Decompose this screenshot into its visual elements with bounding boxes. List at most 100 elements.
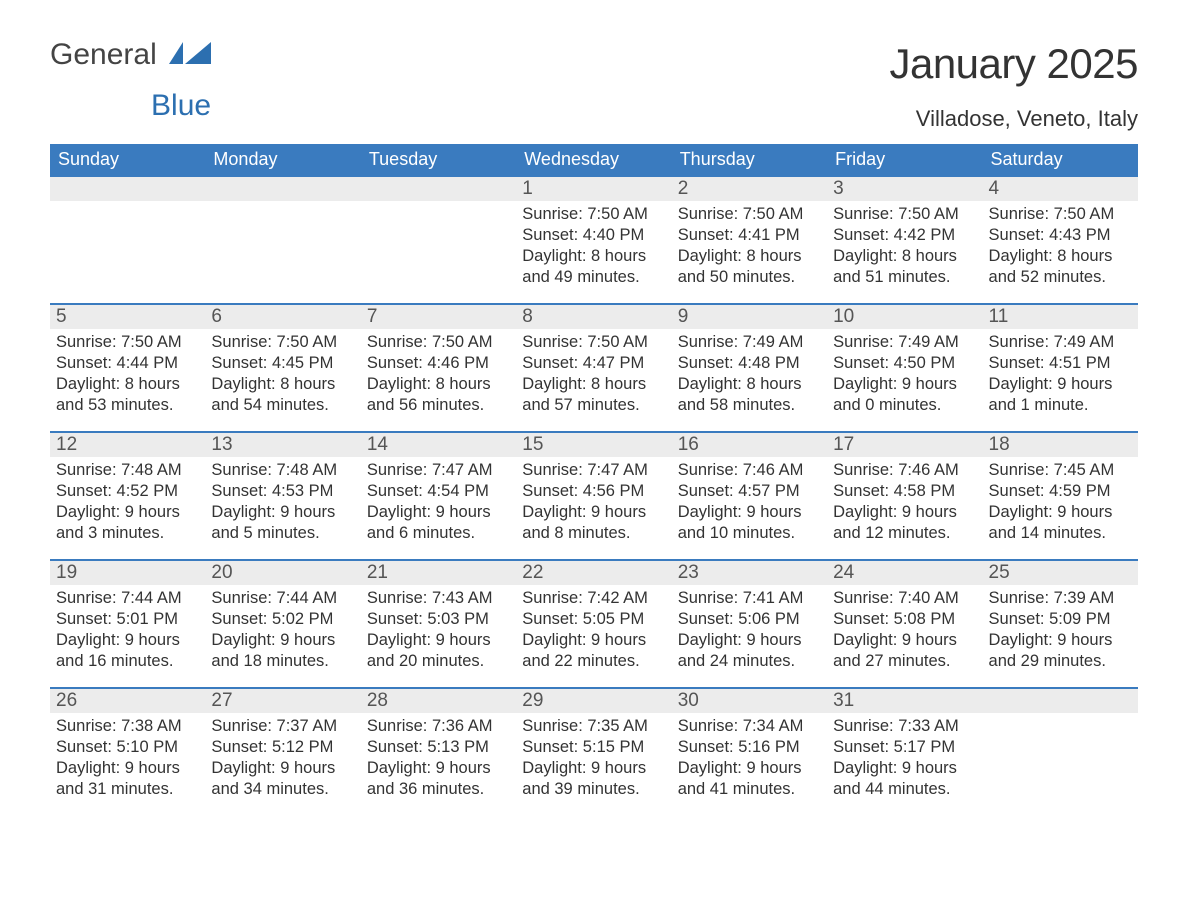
day-number: 5 [50,303,205,329]
calendar-day-cell: 23Sunrise: 7:41 AMSunset: 5:06 PMDayligh… [672,559,827,687]
page-header: General Blue January 2025 Villadose, Ven… [50,40,1138,132]
day-number: 12 [50,431,205,457]
day-detail-line: Sunrise: 7:50 AM [678,204,821,225]
day-detail-line: Daylight: 8 hours [678,246,821,267]
day-number: 23 [672,559,827,585]
day-details: Sunrise: 7:46 AMSunset: 4:58 PMDaylight:… [827,457,982,544]
day-detail-line: Daylight: 9 hours [833,374,976,395]
day-number: 4 [983,175,1138,201]
day-detail-line: Sunrise: 7:34 AM [678,716,821,737]
day-details: Sunrise: 7:50 AMSunset: 4:45 PMDaylight:… [205,329,360,416]
calendar-day-cell [50,175,205,303]
day-detail-line: and 14 minutes. [989,523,1132,544]
day-number: 8 [516,303,671,329]
day-detail-line: Daylight: 8 hours [678,374,821,395]
day-detail-line: and 50 minutes. [678,267,821,288]
day-number: 31 [827,687,982,713]
day-detail-line: Sunset: 5:17 PM [833,737,976,758]
day-detail-line: and 44 minutes. [833,779,976,800]
calendar-day-cell: 25Sunrise: 7:39 AMSunset: 5:09 PMDayligh… [983,559,1138,687]
day-details: Sunrise: 7:46 AMSunset: 4:57 PMDaylight:… [672,457,827,544]
day-details [361,201,516,204]
day-detail-line: Sunrise: 7:49 AM [989,332,1132,353]
calendar-day-cell: 21Sunrise: 7:43 AMSunset: 5:03 PMDayligh… [361,559,516,687]
day-number: 27 [205,687,360,713]
day-detail-line: Sunrise: 7:33 AM [833,716,976,737]
calendar-day-cell: 3 Sunrise: 7:50 AMSunset: 4:42 PMDaylight… [827,175,982,303]
logo-flag-icon [169,40,211,70]
calendar-day-cell: 31Sunrise: 7:33 AMSunset: 5:17 PMDayligh… [827,687,982,815]
day-detail-line: Sunset: 4:46 PM [367,353,510,374]
day-details: Sunrise: 7:35 AMSunset: 5:15 PMDaylight:… [516,713,671,800]
day-detail-line: and 51 minutes. [833,267,976,288]
day-detail-line: Sunrise: 7:44 AM [211,588,354,609]
day-number [983,687,1138,713]
day-detail-line: and 27 minutes. [833,651,976,672]
day-detail-line: and 31 minutes. [56,779,199,800]
day-detail-line: Daylight: 8 hours [211,374,354,395]
day-detail-line: and 39 minutes. [522,779,665,800]
day-detail-line: and 16 minutes. [56,651,199,672]
day-detail-line: and 10 minutes. [678,523,821,544]
day-detail-line: Sunset: 4:53 PM [211,481,354,502]
day-details: Sunrise: 7:50 AMSunset: 4:44 PMDaylight:… [50,329,205,416]
day-detail-line: Daylight: 9 hours [989,374,1132,395]
weekday-header: Tuesday [361,144,516,175]
calendar-week-row: 12Sunrise: 7:48 AMSunset: 4:52 PMDayligh… [50,431,1138,559]
day-detail-line: and 12 minutes. [833,523,976,544]
day-detail-line: Sunrise: 7:46 AM [678,460,821,481]
day-detail-line: Sunset: 4:59 PM [989,481,1132,502]
day-number: 3 [827,175,982,201]
day-detail-line: and 52 minutes. [989,267,1132,288]
weekday-header: Friday [827,144,982,175]
day-detail-line: Daylight: 8 hours [833,246,976,267]
day-detail-line: Daylight: 9 hours [56,502,199,523]
day-detail-line: Sunrise: 7:50 AM [56,332,199,353]
calendar-day-cell: 12Sunrise: 7:48 AMSunset: 4:52 PMDayligh… [50,431,205,559]
calendar-header-row: SundayMondayTuesdayWednesdayThursdayFrid… [50,144,1138,175]
day-detail-line: Sunrise: 7:50 AM [367,332,510,353]
calendar-day-cell: 26Sunrise: 7:38 AMSunset: 5:10 PMDayligh… [50,687,205,815]
day-detail-line: Sunset: 4:43 PM [989,225,1132,246]
logo-word-2: Blue [50,91,211,121]
calendar-day-cell: 15Sunrise: 7:47 AMSunset: 4:56 PMDayligh… [516,431,671,559]
day-details: Sunrise: 7:43 AMSunset: 5:03 PMDaylight:… [361,585,516,672]
weekday-header: Monday [205,144,360,175]
day-number [361,175,516,201]
calendar-day-cell: 4Sunrise: 7:50 AMSunset: 4:43 PMDaylight… [983,175,1138,303]
day-details: Sunrise: 7:41 AMSunset: 5:06 PMDaylight:… [672,585,827,672]
calendar-day-cell: 9Sunrise: 7:49 AMSunset: 4:48 PMDaylight… [672,303,827,431]
day-detail-line: Daylight: 9 hours [367,758,510,779]
day-details: Sunrise: 7:36 AMSunset: 5:13 PMDaylight:… [361,713,516,800]
day-detail-line: Daylight: 9 hours [989,630,1132,651]
day-detail-line: Sunrise: 7:49 AM [833,332,976,353]
day-detail-line: Sunset: 5:06 PM [678,609,821,630]
logo-word-1: General [50,38,157,71]
calendar-day-cell: 24Sunrise: 7:40 AMSunset: 5:08 PMDayligh… [827,559,982,687]
day-detail-line: Sunrise: 7:48 AM [56,460,199,481]
day-detail-line: Daylight: 9 hours [522,758,665,779]
day-number: 24 [827,559,982,585]
day-detail-line: Sunrise: 7:50 AM [833,204,976,225]
day-detail-line: Sunset: 4:42 PM [833,225,976,246]
day-detail-line: Sunset: 5:09 PM [989,609,1132,630]
calendar-day-cell: 10Sunrise: 7:49 AMSunset: 4:50 PMDayligh… [827,303,982,431]
calendar-day-cell: 17Sunrise: 7:46 AMSunset: 4:58 PMDayligh… [827,431,982,559]
calendar-day-cell: 13Sunrise: 7:48 AMSunset: 4:53 PMDayligh… [205,431,360,559]
day-detail-line: and 6 minutes. [367,523,510,544]
day-details: Sunrise: 7:34 AMSunset: 5:16 PMDaylight:… [672,713,827,800]
day-detail-line: and 5 minutes. [211,523,354,544]
day-detail-line: Sunrise: 7:37 AM [211,716,354,737]
day-detail-line: Daylight: 9 hours [56,758,199,779]
day-detail-line: Daylight: 9 hours [211,502,354,523]
day-detail-line: Sunset: 5:03 PM [367,609,510,630]
calendar-day-cell: 28Sunrise: 7:36 AMSunset: 5:13 PMDayligh… [361,687,516,815]
calendar-day-cell: 27Sunrise: 7:37 AMSunset: 5:12 PMDayligh… [205,687,360,815]
day-detail-line: and 56 minutes. [367,395,510,416]
calendar-week-row: 1Sunrise: 7:50 AMSunset: 4:40 PMDaylight… [50,175,1138,303]
day-detail-line: Sunset: 5:15 PM [522,737,665,758]
calendar-day-cell: 6Sunrise: 7:50 AMSunset: 4:45 PMDaylight… [205,303,360,431]
day-details: Sunrise: 7:47 AMSunset: 4:56 PMDaylight:… [516,457,671,544]
day-detail-line: Sunset: 4:58 PM [833,481,976,502]
calendar-day-cell: 19Sunrise: 7:44 AMSunset: 5:01 PMDayligh… [50,559,205,687]
